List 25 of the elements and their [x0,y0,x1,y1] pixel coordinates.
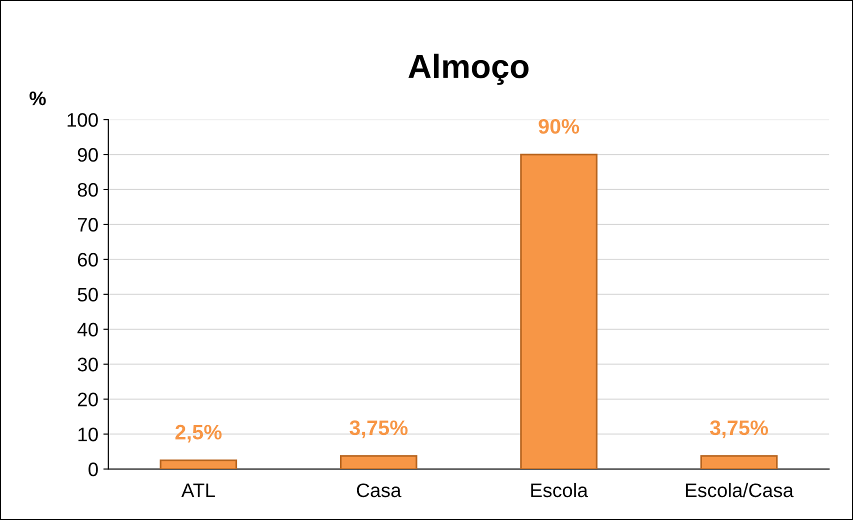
y-tick-label: 20 [78,392,98,406]
y-axis-title: % [30,92,46,106]
y-tick-label: 80 [78,182,98,197]
data-label: 90% [538,119,580,134]
x-tick-label: Casa [356,483,402,498]
y-tick-label: 30 [78,358,98,372]
y-tick-label: 70 [78,218,98,232]
bar [520,154,598,470]
y-tick-label: 10 [78,428,98,442]
y-tick-label: 50 [78,288,98,302]
x-tick-label: Escola/Casa [686,482,794,498]
y-tick-label: 90 [78,148,98,162]
chart-title: Almoço [408,54,529,85]
bar [340,455,418,470]
bar [160,459,238,470]
y-tick-label: 60 [78,252,98,267]
x-tick-label: ATL [181,484,215,498]
y-tick-label: 100 [68,113,98,127]
data-label: 3,75% [350,420,408,438]
y-tick-label: 40 [77,322,98,336]
data-label: 2,5% [175,424,222,443]
data-label: 3,75% [710,420,768,438]
y-tick-label: 0 [88,462,98,476]
bar [700,455,778,470]
x-tick-label: Escola [531,482,588,498]
